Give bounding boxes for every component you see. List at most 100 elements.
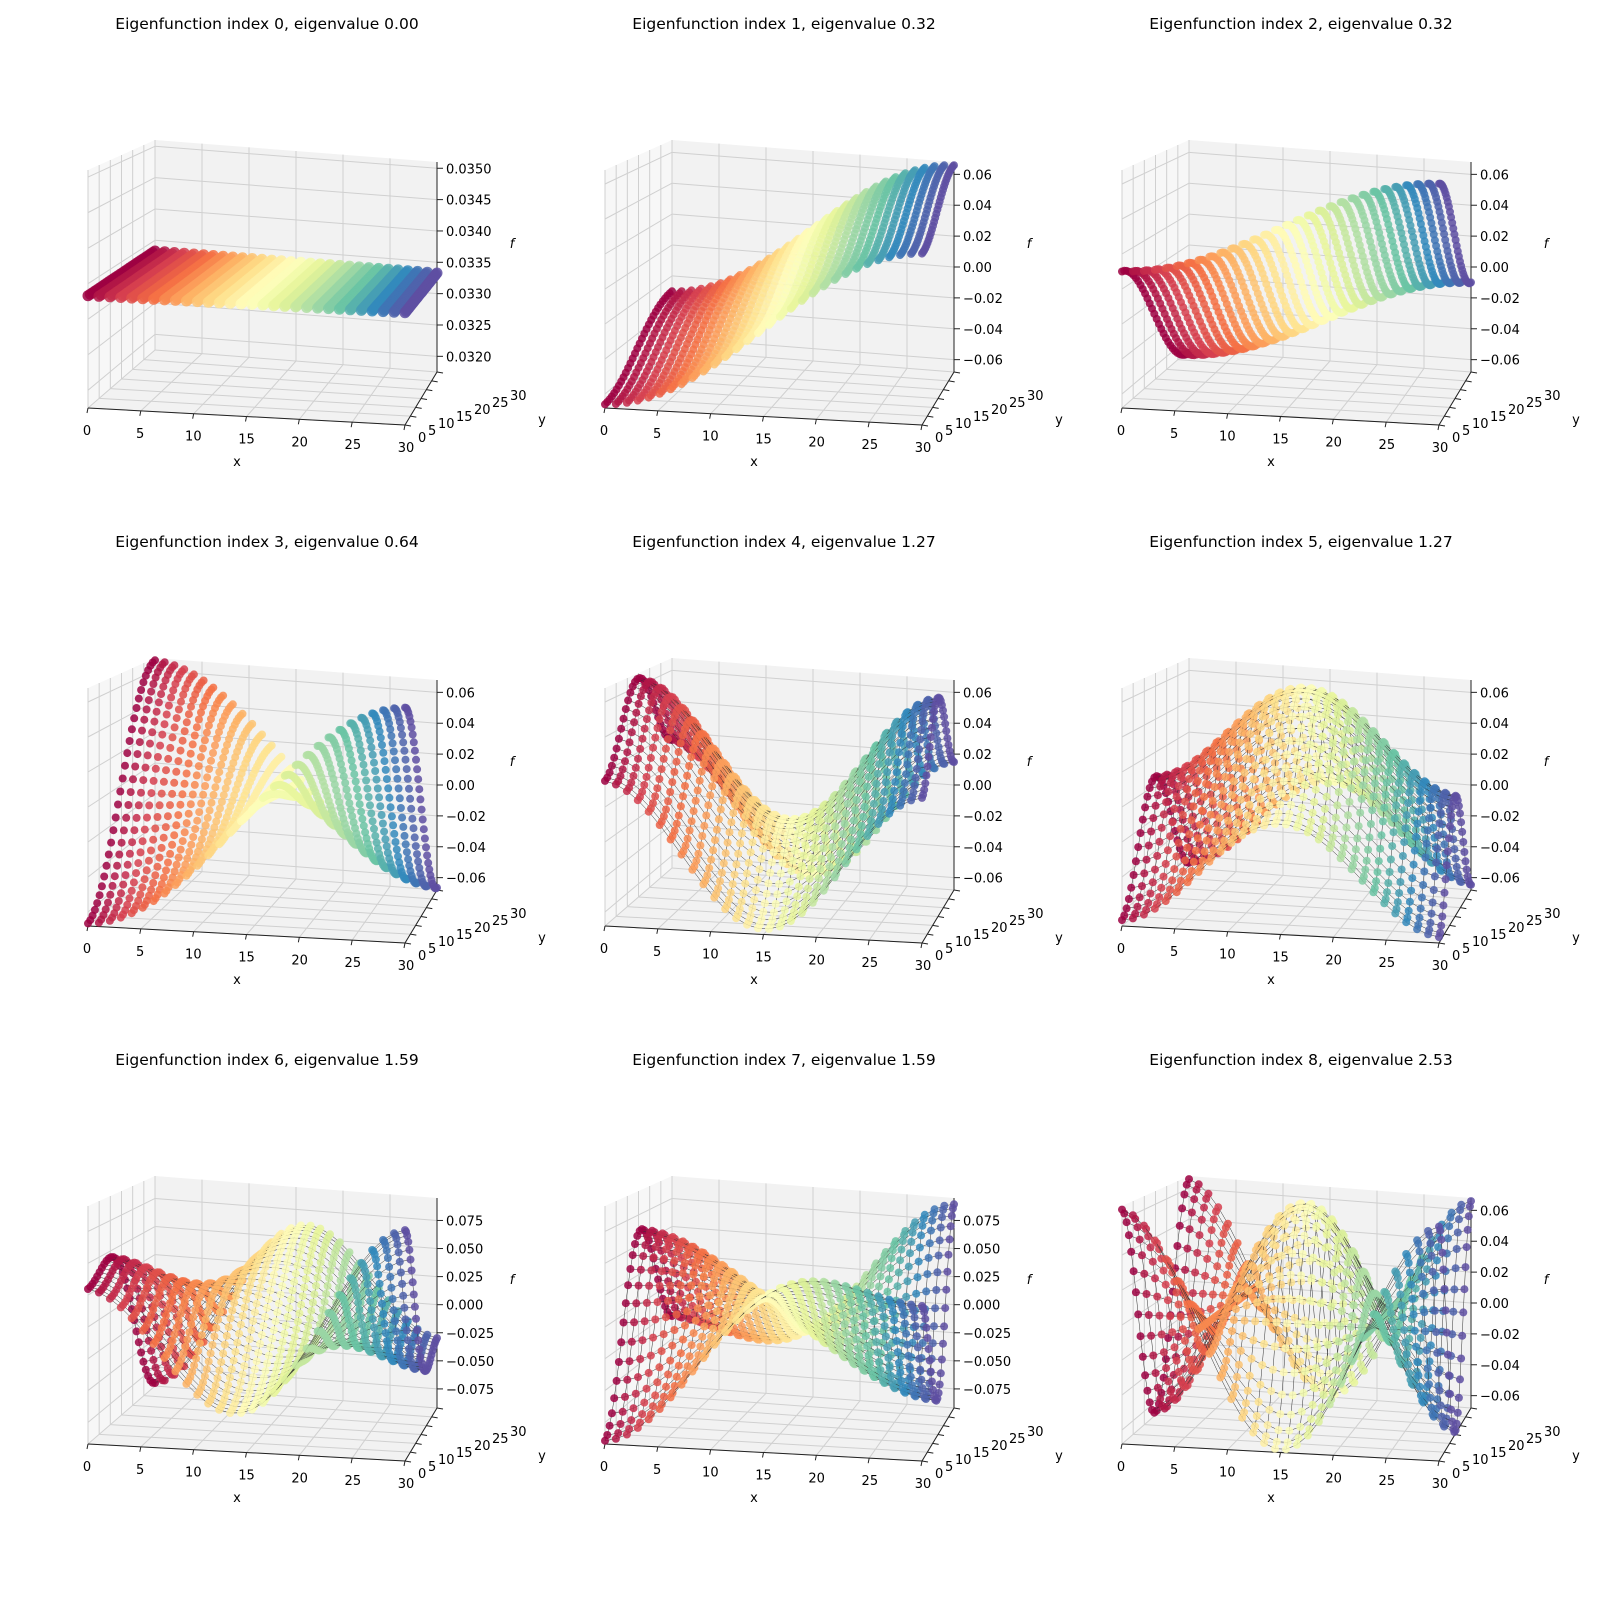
gridline-z	[87, 239, 156, 285]
data-point	[611, 400, 620, 408]
y-tick-label: 10	[1472, 417, 1489, 432]
data-point	[1271, 226, 1279, 235]
data-point	[677, 380, 686, 388]
data-point	[666, 385, 675, 394]
data-point	[178, 837, 187, 846]
x-tick	[350, 940, 353, 946]
data-point	[152, 707, 161, 716]
data-point	[874, 256, 883, 265]
data-point	[780, 906, 789, 914]
data-point	[367, 743, 376, 752]
x-tick	[1331, 419, 1334, 425]
data-point	[852, 264, 861, 273]
data-point	[601, 400, 609, 409]
data-point	[668, 718, 677, 727]
data-point	[645, 706, 654, 715]
data-point	[161, 823, 170, 832]
data-point	[681, 782, 689, 790]
data-point	[661, 744, 670, 753]
y-tick	[921, 424, 929, 427]
x-tick	[86, 407, 89, 414]
data-point	[362, 776, 371, 785]
data-point	[860, 802, 869, 811]
z-tick-label: 0.02	[963, 748, 992, 763]
data-point	[762, 827, 771, 836]
data-point	[760, 835, 769, 844]
subplot-2: Eigenfunction index 2, eigenvalue 0.320 5…	[1117, 15, 1580, 470]
y-tick-label: 10	[438, 935, 455, 950]
data-point	[200, 736, 209, 745]
subplot-4: Eigenfunction index 4, eigenvalue 1.270 5…	[600, 533, 1063, 988]
data-point	[117, 838, 126, 847]
data-point	[626, 688, 635, 697]
data-point	[674, 748, 683, 756]
data-point	[791, 900, 800, 909]
data-point	[647, 698, 656, 707]
data-point	[867, 816, 876, 825]
data-point	[357, 807, 366, 816]
data-point	[775, 880, 784, 888]
x-tick	[867, 422, 870, 428]
data-point	[371, 832, 380, 840]
y-tick	[927, 415, 934, 418]
data-point	[895, 748, 903, 757]
z-axis-label: f	[510, 237, 517, 252]
y-tick	[1449, 406, 1456, 409]
data-point	[155, 853, 164, 862]
y-tick	[431, 898, 438, 901]
data-point	[802, 832, 811, 841]
y-tick-label: 10	[955, 935, 972, 950]
data-point	[399, 822, 408, 831]
subplot-0: Eigenfunction index 0, eigenvalue 0.000 5…	[82, 15, 546, 470]
x-tick	[1120, 407, 1123, 414]
data-point	[404, 855, 413, 864]
data-point	[927, 723, 936, 732]
data-point	[124, 801, 133, 809]
data-point	[621, 757, 629, 766]
x-tick-label: 5	[653, 945, 661, 960]
data-point	[646, 753, 655, 762]
data-point	[852, 796, 861, 804]
y-tick-label: 30	[1027, 389, 1044, 404]
data-point	[187, 840, 196, 849]
x-axis-label: x	[750, 973, 758, 988]
data-point	[621, 705, 630, 714]
data-point	[420, 834, 429, 843]
subplot-title: Eigenfunction index 3, eigenvalue 0.64	[115, 533, 418, 551]
data-point	[137, 686, 146, 694]
data-point	[773, 890, 782, 899]
data-point	[350, 770, 359, 779]
data-point	[364, 793, 373, 801]
data-point	[808, 854, 817, 863]
z-axis-label: f	[1544, 237, 1551, 252]
data-point	[719, 859, 728, 868]
data-point	[655, 775, 664, 783]
data-point	[204, 721, 213, 730]
data-point	[188, 790, 197, 799]
data-point	[384, 784, 393, 793]
x-tick	[245, 934, 247, 940]
z-tick-label: −0.02	[963, 292, 1003, 307]
x-tick	[814, 419, 817, 425]
data-point	[1347, 194, 1356, 203]
data-point	[147, 846, 155, 855]
data-point	[157, 690, 166, 699]
data-point	[355, 800, 364, 809]
data-point	[708, 782, 717, 791]
data-point	[902, 770, 911, 779]
data-point	[176, 845, 185, 854]
data-point	[890, 786, 899, 795]
y-tick-label: 20	[991, 921, 1008, 936]
data-point	[158, 730, 167, 739]
data-point	[871, 789, 880, 798]
data-point	[160, 889, 169, 898]
x-tick-label: 15	[238, 433, 255, 448]
data-point	[900, 779, 909, 788]
data-point	[118, 774, 127, 783]
subplot-3: Eigenfunction index 3, eigenvalue 0.640 5…	[83, 533, 546, 988]
x-tick-label: 20	[808, 953, 825, 968]
y-tick-label: 0	[1452, 431, 1460, 446]
data-point	[357, 713, 366, 722]
data-point	[381, 835, 390, 844]
